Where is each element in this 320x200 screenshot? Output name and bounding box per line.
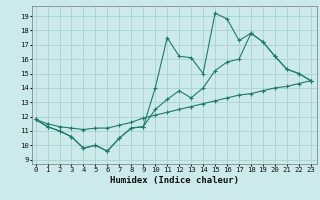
X-axis label: Humidex (Indice chaleur): Humidex (Indice chaleur): [110, 176, 239, 185]
